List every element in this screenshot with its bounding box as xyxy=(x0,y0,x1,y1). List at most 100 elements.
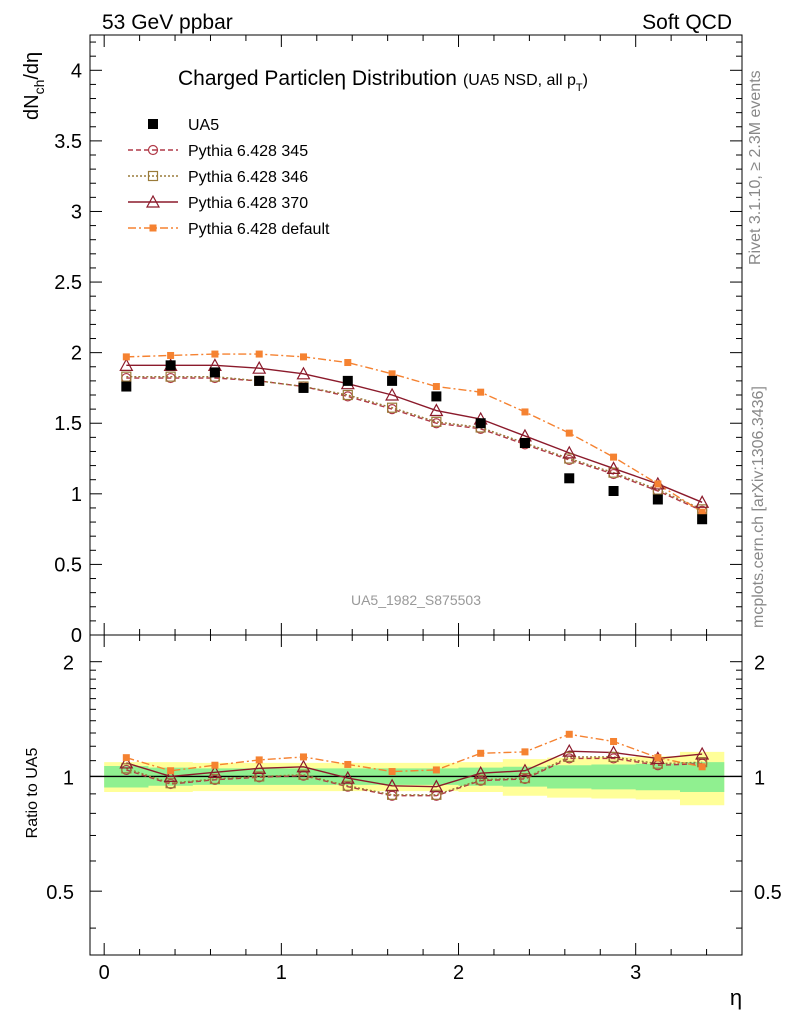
ratio-xtick-label: 0 xyxy=(99,962,110,984)
main-point-p346 xyxy=(121,371,132,382)
main-point-data xyxy=(209,367,220,378)
ratio-ytick-label-right: 1 xyxy=(754,767,765,789)
ratio-point-pdefault xyxy=(565,730,573,738)
ratio-point-p346 xyxy=(165,778,176,789)
main-point-data xyxy=(475,418,486,429)
ratio-point-pdefault xyxy=(211,761,219,769)
ratio-point-p346 xyxy=(298,769,309,780)
main-ytick-label: 0 xyxy=(71,625,82,647)
ratio-point-pdefault xyxy=(432,766,440,774)
main-title: Charged Particleη Distribution (UA5 NSD, … xyxy=(178,67,588,94)
main-point-p346 xyxy=(564,453,575,464)
ratio-point-p370 xyxy=(252,761,267,774)
ratio-xtick-label: 1 xyxy=(276,962,287,984)
main-point-data xyxy=(519,438,530,448)
main-point-pdefault xyxy=(167,351,175,359)
main-point-data xyxy=(121,381,132,392)
main-line-pdefault xyxy=(126,353,703,513)
main-point-p346 xyxy=(342,389,353,401)
ratio-point-p370 xyxy=(695,746,710,760)
main-point-data xyxy=(431,391,442,402)
main-point-pdefault xyxy=(654,480,662,488)
ratio-point-p370 xyxy=(562,743,577,757)
main-point-pdefault xyxy=(344,359,352,367)
ratio-point-pdefault xyxy=(255,756,263,764)
legend: UA5 Pythia 6.428 345 Pythia 6.428 346 Pythi… xyxy=(128,117,330,238)
ratio-point-pdefault xyxy=(477,749,485,757)
ratio-point-pdefault xyxy=(299,753,307,761)
ratio-point-pdefault xyxy=(521,748,529,756)
ratio-point-p346 xyxy=(254,771,265,782)
ratio-point-pdefault xyxy=(698,763,706,771)
legend-marker-data xyxy=(148,119,158,129)
main-line-p346 xyxy=(126,375,703,510)
ratio-point-p346 xyxy=(519,772,531,784)
main-point-pdefault xyxy=(255,350,263,358)
ratio-point-p370 xyxy=(296,759,311,773)
legend-label-data: UA5 xyxy=(188,117,219,134)
main-point-pdefault xyxy=(299,353,307,361)
main-point-data xyxy=(387,375,398,386)
legend-label-pdefault: Pythia 6.428 default xyxy=(188,221,330,238)
main-ytick-label: 4 xyxy=(71,60,82,82)
ratio-point-p370 xyxy=(207,765,222,778)
ratio-point-p346 xyxy=(342,780,353,791)
ratio-line-p370 xyxy=(126,750,703,788)
legend-label-p346: Pythia 6.428 346 xyxy=(188,169,308,186)
ratio-point-p346 xyxy=(564,751,575,763)
ratio-panel: 0.5 0.5 1 1 2 2 0 1 2 3 Ratio to UA5 η xyxy=(24,634,782,1010)
ratio-point-p370 xyxy=(340,770,355,784)
main-point-data xyxy=(652,494,663,505)
ratio-point-pdefault xyxy=(654,754,662,762)
main-point-data xyxy=(298,382,309,393)
main-point-data xyxy=(697,514,708,525)
main-point-data xyxy=(564,473,575,484)
main-point-pdefault xyxy=(565,429,573,437)
main-point-p370 xyxy=(119,358,134,371)
main-point-data xyxy=(254,375,265,386)
ratio-point-p346 xyxy=(475,774,486,785)
main-ytick-label: 3 xyxy=(71,201,82,223)
main-point-data xyxy=(342,375,353,386)
main-ytick-label: 1 xyxy=(71,484,82,506)
ratio-point-p370 xyxy=(163,769,178,783)
rivet-label: Rivet 3.1.10, ≥ 2.3M events xyxy=(747,70,764,265)
ratio-point-p370 xyxy=(385,778,400,792)
legend-marker-p346 xyxy=(147,170,159,182)
main-point-data xyxy=(165,360,176,371)
main-ytick-label: 2.5 xyxy=(54,272,82,294)
ratio-point-pdefault xyxy=(610,737,618,745)
ratio-point-p370 xyxy=(473,765,488,779)
main-point-p370 xyxy=(695,495,710,508)
ratio-line-pdefault xyxy=(126,733,703,773)
legend-label-p345: Pythia 6.428 345 xyxy=(188,143,308,160)
main-point-p370 xyxy=(252,360,267,374)
ratio-point-p370 xyxy=(606,745,621,759)
ratio-ytick-label-right: 2 xyxy=(754,653,765,675)
main-ylabel: dNch/dη xyxy=(21,52,47,120)
main-point-p346 xyxy=(608,467,619,478)
ratio-xtick-label: 3 xyxy=(630,962,641,984)
ratio-frame xyxy=(89,634,743,956)
main-point-pdefault xyxy=(388,370,396,378)
main-point-pdefault xyxy=(521,408,529,416)
ratio-ytick-label: 0.5 xyxy=(46,882,74,904)
legend-marker-pdefault xyxy=(149,224,157,232)
main-point-p346 xyxy=(431,416,442,427)
ratio-band-inner xyxy=(104,762,725,793)
ratio-point-pdefault xyxy=(167,767,175,775)
main-point-p346 xyxy=(386,402,398,413)
legend-marker-p370 xyxy=(145,194,161,208)
main-ytick-label: 3.5 xyxy=(54,131,82,153)
main-line-p370 xyxy=(126,364,703,503)
ratio-point-p346 xyxy=(608,751,619,763)
main-point-pdefault xyxy=(698,508,706,516)
main-line-p345 xyxy=(126,377,703,512)
ratio-point-p370 xyxy=(517,763,532,777)
ratio-point-p370 xyxy=(119,755,134,769)
main-ytick-label: 1.5 xyxy=(54,413,82,435)
ratio-point-p370 xyxy=(429,779,444,793)
main-point-p370 xyxy=(296,366,311,380)
main-point-p370 xyxy=(606,461,621,475)
